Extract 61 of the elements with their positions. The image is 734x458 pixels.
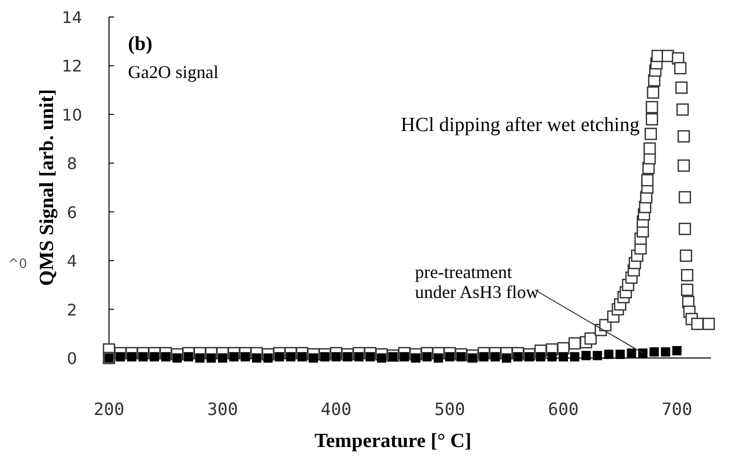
y-tick-label: 0 <box>66 349 78 368</box>
annotation: Ga2O signal <box>128 62 218 82</box>
point <box>116 352 126 362</box>
x-axis-title: Temperature [° C] <box>314 430 472 452</box>
point <box>638 348 648 358</box>
point <box>660 347 670 357</box>
point <box>513 352 523 362</box>
y-tick-label: 12 <box>62 56 82 76</box>
x-tick-label: 400 <box>320 400 352 420</box>
point <box>252 353 262 363</box>
point <box>263 353 273 363</box>
point <box>354 352 364 362</box>
y-tick-label: 14 <box>62 8 82 27</box>
text: pre-treatment under AsH3 flow <box>415 262 539 302</box>
point <box>570 352 580 362</box>
point <box>150 352 160 362</box>
x-tick-label: 600 <box>548 400 579 420</box>
point <box>626 348 636 358</box>
point <box>672 346 682 356</box>
point <box>184 352 194 362</box>
point <box>456 352 466 362</box>
point <box>388 352 398 362</box>
point <box>434 353 444 363</box>
y-tick-label: 4 <box>66 252 78 271</box>
point <box>502 353 512 363</box>
point <box>138 352 148 362</box>
point <box>524 352 534 362</box>
point <box>592 350 602 360</box>
point <box>547 352 557 362</box>
point <box>218 353 228 363</box>
point <box>229 352 239 362</box>
x-tick-label: 300 <box>207 400 238 420</box>
point <box>297 352 307 362</box>
y-tick-label: 2 <box>66 300 78 320</box>
x-tick-label: 200 <box>94 400 124 420</box>
point <box>195 353 205 363</box>
point <box>206 353 216 363</box>
y-tick-label: 10 <box>62 105 82 124</box>
point <box>468 353 478 363</box>
point <box>422 352 432 362</box>
text: ^0 <box>8 257 28 272</box>
point <box>581 350 591 360</box>
point <box>536 352 546 362</box>
annotation: (b) <box>128 33 152 55</box>
point <box>320 352 330 362</box>
y-tick-label: 8 <box>66 154 78 174</box>
y-tick-label: 6 <box>66 202 78 222</box>
point <box>172 353 182 363</box>
point <box>558 352 568 362</box>
series-label: HCl dipping after wet etching <box>400 114 640 136</box>
point <box>308 353 318 363</box>
point <box>411 353 420 363</box>
y-axis-title: QMS Signal [arb. unit] <box>36 89 58 286</box>
point <box>615 350 625 359</box>
point <box>376 353 386 363</box>
point <box>342 352 352 362</box>
x-tick-label: 500 <box>434 400 466 420</box>
x-tick-label: 700 <box>662 400 692 420</box>
point <box>650 347 659 357</box>
point <box>274 352 284 362</box>
point <box>604 350 614 359</box>
